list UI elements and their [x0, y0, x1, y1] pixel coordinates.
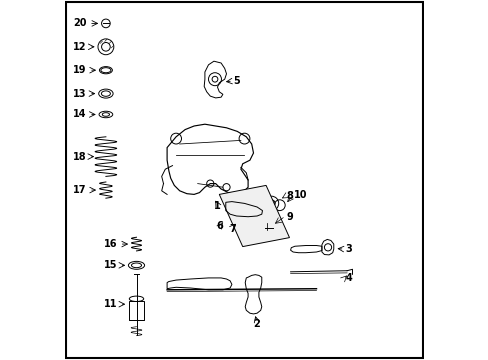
Text: 15: 15	[104, 260, 118, 270]
Text: 13: 13	[73, 89, 87, 99]
Text: 5: 5	[233, 76, 240, 86]
Bar	[128, 301, 144, 320]
Text: 3: 3	[345, 244, 351, 254]
Text: 1: 1	[214, 201, 221, 211]
Text: 18: 18	[73, 152, 87, 162]
Text: 9: 9	[285, 212, 292, 222]
Text: 8: 8	[285, 191, 292, 201]
Text: 19: 19	[73, 65, 87, 75]
Text: 6: 6	[216, 221, 223, 231]
Text: 20: 20	[73, 18, 87, 28]
Text: 14: 14	[73, 109, 87, 120]
Text: 2: 2	[253, 319, 260, 329]
Text: 4: 4	[345, 273, 351, 283]
Polygon shape	[219, 185, 289, 247]
Text: 17: 17	[73, 185, 87, 195]
Text: 7: 7	[228, 224, 235, 234]
Text: 12: 12	[73, 42, 87, 52]
Text: 10: 10	[293, 190, 306, 200]
Text: 16: 16	[104, 239, 118, 249]
Text: 11: 11	[104, 299, 118, 309]
